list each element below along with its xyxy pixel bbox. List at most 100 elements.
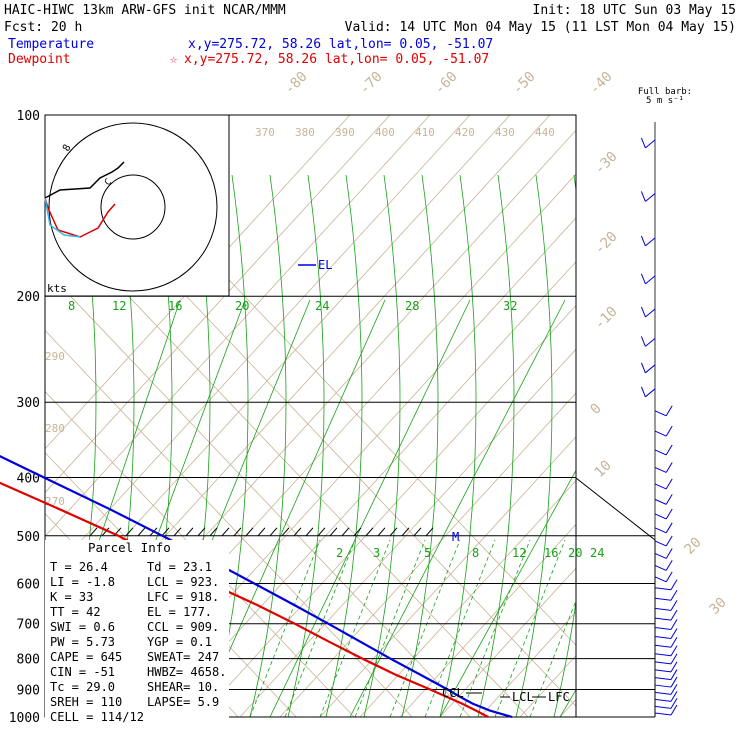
wind-barb [654, 449, 667, 456]
wind-barb [645, 308, 656, 318]
theta-label: 390 [335, 126, 355, 139]
temperature-location: x,y=275.72, 58.26 lat,lon= 0.05, -51.07 [188, 37, 493, 52]
wind-barb [645, 193, 656, 202]
mixing-ratio-label: 8 [472, 546, 479, 560]
wind-barb [654, 626, 672, 630]
wind-barb-flag [640, 362, 646, 373]
temperature-legend: Temperature [8, 37, 94, 52]
mixing-ratio-label: 2 [336, 546, 343, 560]
hatch-tick [341, 527, 350, 537]
wind-barb [654, 653, 672, 657]
wind-barb [654, 498, 667, 505]
pressure-label: 200 [17, 290, 40, 305]
mixing-ratio-line [349, 299, 566, 717]
pressure-label: 300 [17, 396, 40, 411]
wind-barb-flag [670, 579, 678, 591]
pressure-label: 900 [17, 683, 40, 698]
parcel-info-box: Parcel Info T = 26.4 Td = 23.1 LI = -1.8 LC… [45, 540, 229, 730]
dry-adiabat-line [279, 392, 576, 717]
parcel-info-row-left: LI = -1.8 [50, 575, 115, 589]
star-icon: ☆ [170, 52, 177, 66]
mixing-ratio-label: 20 [568, 546, 582, 560]
wind-barb-flag [640, 336, 646, 347]
wind-barbs: Full barb:5 m s⁻¹ [638, 87, 692, 717]
hatch-tick [233, 527, 242, 537]
mixing-ratio-label: 28 [405, 299, 419, 313]
wind-barb [645, 337, 656, 347]
parcel-info-row-left: Tc = 29.0 [50, 680, 115, 694]
mixing-ratio-dashed-line [494, 539, 566, 717]
wind-barb [654, 597, 672, 601]
parcel-info-row-right: CCL = 909. [147, 620, 219, 634]
wind-barb-flag [665, 462, 673, 473]
dry-adiabat-line [239, 348, 576, 717]
hatch-tick [185, 527, 194, 537]
parcel-info-row-left: TT = 42 [50, 605, 101, 619]
wind-barb [654, 466, 667, 473]
wind-barb [654, 564, 667, 571]
moist-adiabat-line [515, 174, 553, 717]
hatch-tick [209, 527, 218, 537]
hatch-tick [365, 527, 374, 537]
mixing-ratio-label: 5 [424, 546, 431, 560]
mixing-ratio-label: 24 [315, 299, 329, 313]
mixing-ratio-dashed-line [389, 539, 461, 717]
parcel-info-row-right: LFC = 918. [147, 590, 219, 604]
mixing-ratio-dashed-line [529, 599, 576, 717]
ccl-label: CCL [442, 686, 464, 700]
hatch-tick [353, 527, 362, 537]
wind-barb [654, 698, 672, 702]
wind-barb [654, 691, 672, 695]
hatch-tick [245, 527, 254, 537]
parcel-info-row-right: Td = 23.1 [147, 560, 212, 574]
header-text: HAIC-HIWC 13km ARW-GFS init NCAR/MMM Ini… [4, 3, 736, 67]
wind-barb-flag [640, 191, 646, 202]
parcel-info-row-left: SREH = 110 [50, 695, 122, 709]
hatch-tick [413, 527, 422, 537]
parcel-info-row-right: HWBZ= 4658. [147, 665, 226, 679]
wind-barb-flag [665, 494, 673, 505]
wind-barb [645, 237, 656, 247]
wind-barb-flag [670, 636, 678, 648]
moist-adiabat-line [401, 174, 439, 717]
wind-barb-flag [640, 386, 646, 398]
mixing-ratio-label: 12 [112, 299, 126, 313]
wind-barb-flag [670, 590, 678, 601]
m-label: M [452, 530, 459, 544]
parcel-info-row-right: SHEAR= 10. [147, 680, 219, 694]
hatch-tick [173, 527, 182, 537]
theta-label: 440 [535, 126, 555, 139]
wind-barb-flag [640, 235, 646, 247]
pressure-label: 700 [17, 618, 40, 633]
theta-label: 370 [255, 126, 275, 139]
mixing-ratio-label: 16 [544, 546, 558, 560]
hatch-tick [305, 527, 314, 537]
theta-label: 290 [45, 350, 65, 363]
isotherm-line [45, 268, 471, 717]
wind-barb-flag [665, 508, 673, 520]
wind-barb [654, 684, 672, 688]
hodograph-trace-black [44, 161, 125, 199]
wind-barb-flag [670, 698, 678, 709]
theta-label: 420 [455, 126, 475, 139]
dry-adiabat-line [439, 567, 576, 717]
dry-adiabat-line [479, 611, 576, 717]
pressure-label: 100 [17, 109, 40, 124]
wind-barb [654, 513, 667, 520]
wind-barb [645, 139, 656, 149]
moist-adiabat-line [553, 174, 576, 717]
lfc-label: LFC [548, 690, 570, 704]
parcel-info-row-right: YGP = 0.1 [147, 635, 212, 649]
hodograph-trace-cyan [44, 197, 81, 238]
mixing-ratio-label: 32 [503, 299, 517, 313]
wind-barb-flag [665, 444, 673, 456]
wind-barb [654, 587, 672, 591]
pressure-label: 500 [17, 530, 40, 545]
barb-header: Full barb: [638, 87, 692, 97]
mixing-ratio-dashed-line [459, 539, 531, 717]
parcel-info-row-left: CELL = 114/12 [50, 710, 144, 724]
wind-barb-flag [670, 653, 678, 665]
theta-label: 400 [375, 126, 395, 139]
hatch-tick [125, 527, 134, 537]
hodograph-ring-label: 8 [61, 143, 74, 154]
